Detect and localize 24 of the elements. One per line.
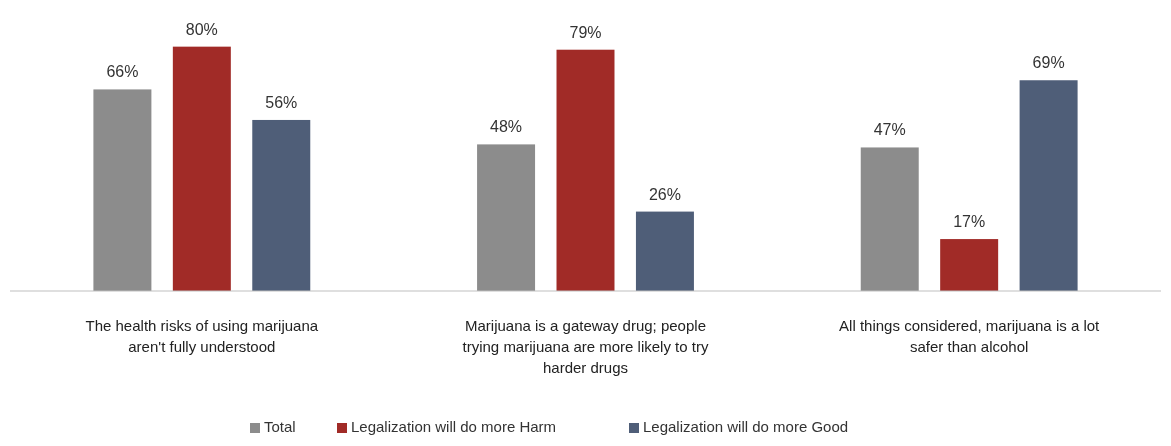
- x-tick-label: All things considered, marijuana is a lot safer than alcohol: [839, 317, 1101, 355]
- x-tick-label: The health risks of using marijuana aren't fully understood: [85, 317, 319, 355]
- bar: [93, 89, 152, 291]
- bar: [477, 144, 536, 291]
- x-tick-label: Marijuana is a gateway drug; people trying marijuana are more likely to try harder drugs: [462, 317, 709, 376]
- data-label: 80%: [185, 20, 218, 38]
- legend-label: Legalization will do more Good: [643, 418, 849, 435]
- data-label: 66%: [106, 63, 139, 81]
- legend-label: Total: [264, 418, 296, 435]
- bar: [556, 49, 615, 291]
- data-label: 69%: [1032, 54, 1065, 72]
- legend-label: Legalization will do more Harm: [351, 418, 557, 435]
- bar: [172, 46, 231, 291]
- bar: [635, 211, 694, 291]
- data-label: 56%: [265, 93, 298, 111]
- data-label: 79%: [569, 23, 602, 41]
- data-label: 48%: [490, 118, 523, 136]
- bar: [1019, 80, 1078, 291]
- bar: [252, 119, 311, 291]
- bar: [860, 147, 919, 291]
- bar: [940, 239, 999, 291]
- data-label: 47%: [873, 121, 906, 139]
- data-label: 17%: [953, 213, 986, 231]
- data-label: 26%: [648, 185, 681, 203]
